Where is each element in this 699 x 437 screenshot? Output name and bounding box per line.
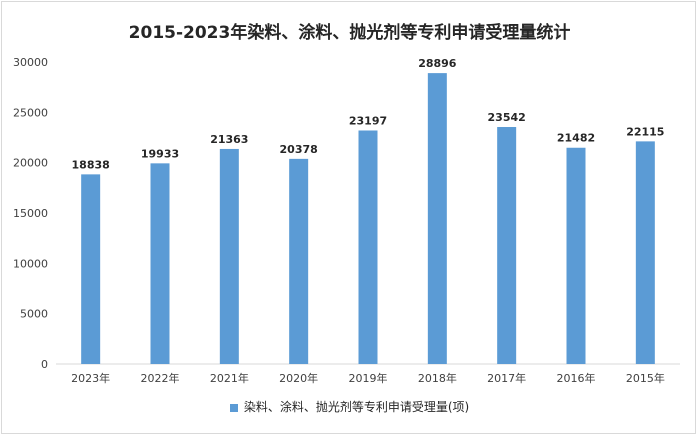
data-label: 21482 (557, 132, 595, 145)
y-tick-label: 10000 (13, 257, 48, 270)
legend-label: 染料、涂料、抛光剂等专利申请受理量(项) (243, 400, 470, 414)
y-tick-label: 0 (41, 358, 48, 371)
y-tick-label: 30000 (13, 56, 48, 69)
data-label: 19933 (141, 147, 179, 160)
x-tick-label: 2019年 (349, 371, 388, 385)
x-tick-label: 2015年 (626, 371, 665, 385)
x-tick-label: 2022年 (141, 371, 180, 385)
data-label: 20378 (280, 143, 318, 156)
chart-title: 2015-2023年染料、涂料、抛光剂等专利申请受理量统计 (128, 23, 571, 43)
x-tick-label: 2020年 (279, 371, 318, 385)
x-tick-label: 2021年 (210, 371, 249, 385)
legend: 染料、涂料、抛光剂等专利申请受理量(项) (0, 398, 699, 415)
bar (635, 141, 655, 364)
bar (566, 147, 586, 364)
bar (81, 174, 101, 364)
data-label: 23542 (488, 111, 526, 124)
data-label: 28896 (418, 57, 457, 70)
bar (219, 148, 239, 364)
y-tick-label: 25000 (13, 106, 48, 119)
data-label: 21363 (210, 133, 248, 146)
bar (427, 73, 447, 365)
bar (289, 158, 309, 364)
y-tick-label: 20000 (13, 157, 48, 170)
data-label: 18838 (72, 158, 110, 171)
data-label: 22115 (626, 125, 664, 138)
bar (497, 127, 517, 365)
x-tick-label: 2023年 (71, 371, 110, 385)
data-label: 23197 (349, 114, 387, 127)
x-tick-label: 2017年 (487, 371, 526, 385)
x-tick-label: 2018年 (418, 371, 457, 385)
legend-swatch (229, 403, 238, 412)
bar (150, 163, 170, 364)
bar (358, 130, 378, 364)
y-tick-label: 5000 (20, 308, 48, 321)
x-tick-label: 2016年 (557, 371, 596, 385)
y-tick-label: 15000 (13, 207, 48, 220)
